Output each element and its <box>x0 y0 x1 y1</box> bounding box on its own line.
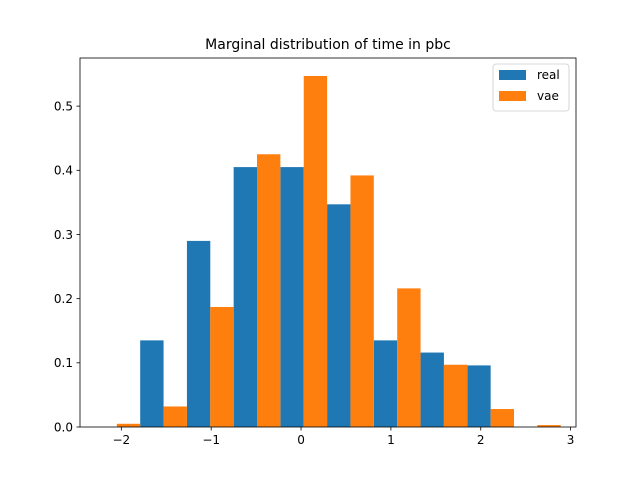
legend-swatch-real <box>499 70 526 80</box>
y-axis-ticks: 0.0 0.1 0.2 0.3 0.4 0.5 <box>54 99 80 434</box>
plot-frame <box>79 57 577 428</box>
bar-real-1 <box>140 340 164 427</box>
y-tick-label: 0.5 <box>54 99 73 113</box>
x-tick-label: 0 <box>297 433 305 447</box>
bar-real-3 <box>233 167 258 427</box>
bar-vae-0 <box>116 423 141 427</box>
bar-real-4 <box>280 167 304 427</box>
bar-vae-1 <box>163 406 187 427</box>
x-tick-label: −1 <box>202 433 220 447</box>
chart-title: Marginal distribution of time in pbc <box>205 37 451 53</box>
x-tick-label: 2 <box>477 433 485 447</box>
bar-real-5 <box>327 204 351 427</box>
x-tick-label: 1 <box>387 433 395 447</box>
bars-group <box>116 75 561 427</box>
bar-vae-7 <box>443 364 468 427</box>
bar-real-8 <box>467 365 491 427</box>
bar-real-7 <box>420 352 444 427</box>
y-tick-label: 0.3 <box>54 228 73 242</box>
bar-vae-9 <box>537 425 561 427</box>
legend-label-real: real <box>537 68 560 82</box>
bar-vae-2 <box>210 306 234 427</box>
bar-real-2 <box>186 240 211 427</box>
bar-vae-6 <box>397 288 421 427</box>
x-tick-label: −2 <box>112 433 130 447</box>
legend-swatch-vae <box>499 91 526 101</box>
bar-vae-4 <box>303 75 328 427</box>
x-tick-label: 3 <box>567 433 575 447</box>
y-tick-label: 0.4 <box>54 164 73 178</box>
y-tick-label: 0.0 <box>54 420 73 434</box>
y-tick-label: 0.2 <box>54 292 73 306</box>
bar-vae-3 <box>257 154 281 427</box>
legend-label-vae: vae <box>537 89 559 103</box>
bar-vae-5 <box>350 175 374 427</box>
legend: real vae <box>492 63 570 112</box>
bar-real-6 <box>373 340 398 427</box>
bar-vae-8 <box>490 409 514 427</box>
x-axis-ticks: −2 −1 0 1 2 3 <box>112 427 574 447</box>
y-tick-label: 0.1 <box>54 356 73 370</box>
